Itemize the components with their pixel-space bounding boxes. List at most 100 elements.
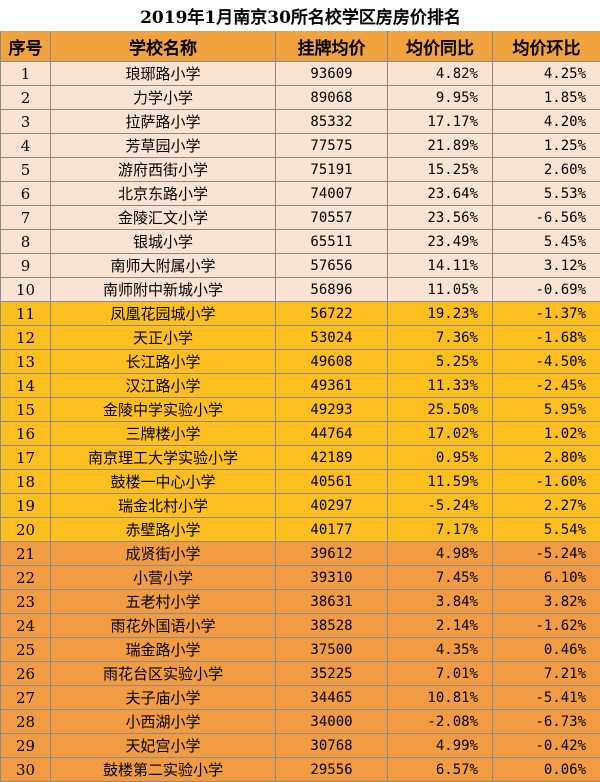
rank: 8 — [1, 230, 51, 254]
rank: 23 — [1, 590, 51, 614]
school-name: 南京理工大学实验小学 — [51, 446, 276, 470]
rank: 9 — [1, 254, 51, 278]
school-name: 天妃宫小学 — [51, 734, 276, 758]
school-name: 天正小学 — [51, 326, 276, 350]
listing-price: 85332 — [276, 110, 388, 134]
school-name: 三牌楼小学 — [51, 422, 276, 446]
listing-price: 93609 — [276, 62, 388, 86]
mom-change: -0.69% — [493, 278, 600, 302]
listing-price: 77575 — [276, 134, 388, 158]
school-name: 凤凰花园城小学 — [51, 302, 276, 326]
mom-change: -1.68% — [493, 326, 600, 350]
column-header: 均价环比 — [493, 31, 600, 62]
mom-change: -5.24% — [493, 542, 600, 566]
school-name: 瑞金路小学 — [51, 638, 276, 662]
school-name: 力学小学 — [51, 86, 276, 110]
yoy-change: 5.25% — [388, 350, 493, 374]
rank: 29 — [1, 734, 51, 758]
listing-price: 42189 — [276, 446, 388, 470]
listing-price: 30768 — [276, 734, 388, 758]
listing-price: 40561 — [276, 470, 388, 494]
mom-change: -1.60% — [493, 470, 600, 494]
yoy-change: 19.23% — [388, 302, 493, 326]
school-name: 瑞金北村小学 — [51, 494, 276, 518]
mom-change: 5.95% — [493, 398, 600, 422]
listing-price: 65511 — [276, 230, 388, 254]
yoy-change: 23.56% — [388, 206, 493, 230]
rank: 25 — [1, 638, 51, 662]
listing-price: 89068 — [276, 86, 388, 110]
column-header: 序号 — [1, 31, 51, 62]
mom-change: 7.21% — [493, 662, 600, 686]
table-title: 2019年1月南京30所名校学区房房价排名 — [1, 1, 600, 31]
yoy-change: 14.11% — [388, 254, 493, 278]
rank: 22 — [1, 566, 51, 590]
yoy-change: 11.59% — [388, 470, 493, 494]
listing-price: 56896 — [276, 278, 388, 302]
school-name: 南师附中新城小学 — [51, 278, 276, 302]
rank: 1 — [1, 62, 51, 86]
mom-change: -5.41% — [493, 686, 600, 710]
rank: 30 — [1, 758, 51, 782]
listing-price: 34000 — [276, 710, 388, 734]
rank: 18 — [1, 470, 51, 494]
header-row: 序号学校名称挂牌均价均价同比均价环比 — [1, 31, 600, 62]
school-name: 五老村小学 — [51, 590, 276, 614]
rank: 2 — [1, 86, 51, 110]
yoy-change: 3.84% — [388, 590, 493, 614]
listing-price: 44764 — [276, 422, 388, 446]
school-name: 小营小学 — [51, 566, 276, 590]
mom-change: -2.45% — [493, 374, 600, 398]
listing-price: 49361 — [276, 374, 388, 398]
school-name: 雨花台区实验小学 — [51, 662, 276, 686]
mom-change: -0.42% — [493, 734, 600, 758]
rank: 16 — [1, 422, 51, 446]
rank: 11 — [1, 302, 51, 326]
yoy-change: 4.98% — [388, 542, 493, 566]
rank: 26 — [1, 662, 51, 686]
school-name: 成贤街小学 — [51, 542, 276, 566]
yoy-change: 21.89% — [388, 134, 493, 158]
column-header: 学校名称 — [51, 31, 276, 62]
listing-price: 40297 — [276, 494, 388, 518]
listing-price: 39310 — [276, 566, 388, 590]
listing-price: 53024 — [276, 326, 388, 350]
yoy-change: 7.45% — [388, 566, 493, 590]
school-name: 小西湖小学 — [51, 710, 276, 734]
listing-price: 74007 — [276, 182, 388, 206]
listing-price: 56722 — [276, 302, 388, 326]
listing-price: 34465 — [276, 686, 388, 710]
listing-price: 38528 — [276, 614, 388, 638]
school-name: 鼓楼一中心小学 — [51, 470, 276, 494]
mom-change: -1.62% — [493, 614, 600, 638]
title-row: 2019年1月南京30所名校学区房房价排名 — [1, 1, 600, 31]
school-name: 夫子庙小学 — [51, 686, 276, 710]
yoy-change: 4.35% — [388, 638, 493, 662]
mom-change: 2.80% — [493, 446, 600, 470]
yoy-change: 7.01% — [388, 662, 493, 686]
mom-change: 3.12% — [493, 254, 600, 278]
rank: 27 — [1, 686, 51, 710]
yoy-change: -2.08% — [388, 710, 493, 734]
rank: 7 — [1, 206, 51, 230]
rank: 21 — [1, 542, 51, 566]
mom-change: 5.45% — [493, 230, 600, 254]
